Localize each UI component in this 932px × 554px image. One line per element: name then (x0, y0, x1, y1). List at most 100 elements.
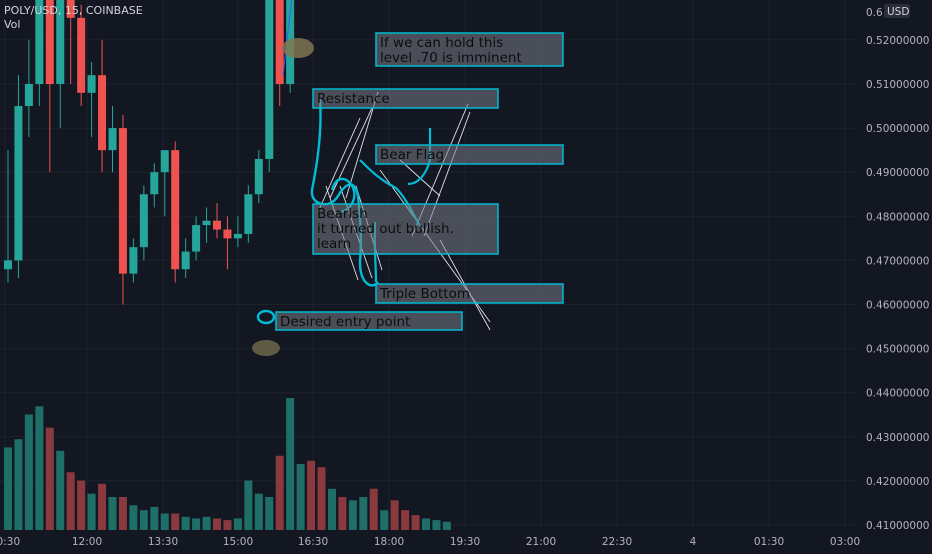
hand-drawn-pattern (310, 97, 379, 287)
candle-body (35, 0, 44, 84)
price-tick-label: 0.47000000 (866, 255, 929, 267)
volume-bar (14, 439, 23, 530)
currency-badge (884, 4, 910, 18)
candle-body (171, 150, 180, 270)
volume-bar (4, 447, 12, 530)
volume-bar (98, 483, 107, 530)
volume-bar (192, 518, 201, 530)
time-tick-label: 19:30 (450, 536, 480, 548)
candle-body (265, 0, 274, 159)
price-tick-label: 0.45000000 (866, 344, 929, 356)
volume-bar (66, 472, 75, 530)
annotation-box (375, 32, 564, 67)
candle-body (213, 220, 221, 230)
volume-bar (233, 518, 242, 530)
volume-bar (286, 398, 295, 530)
volume-bar (401, 510, 410, 530)
candle-body (254, 158, 263, 195)
volume-bar (213, 518, 221, 530)
volume-bar (181, 516, 190, 530)
fan-line (345, 91, 379, 199)
price-tick-label-partial: 0.6 (866, 7, 883, 19)
time-tick-label: 12:00 (72, 536, 102, 548)
volume-bars (4, 398, 451, 530)
volume-bar (432, 520, 441, 530)
candle-body (98, 75, 107, 151)
volume-bar (56, 450, 65, 530)
annotation-box (312, 203, 499, 255)
volume-bar (265, 497, 274, 530)
volume-bar (244, 480, 253, 530)
time-tick-label: 4 (690, 536, 697, 548)
price-tick-label: 0.49000000 (866, 167, 929, 179)
volume-bar (171, 513, 180, 530)
volume-bar (150, 506, 159, 530)
candle-body (24, 84, 33, 107)
price-tick-label: 0.44000000 (866, 388, 929, 400)
time-tick-label: 16:30 (298, 536, 328, 548)
volume-bar (223, 520, 232, 530)
price-tick-label: 0.41000000 (866, 520, 929, 532)
time-tick-label: 01:30 (754, 536, 784, 548)
trend-line (282, 0, 293, 76)
annotation-text: it turned out bullish. (317, 221, 454, 237)
price-tick-label: 0.46000000 (866, 300, 929, 312)
candle-body (150, 172, 159, 195)
annotation-1: Resistance (312, 88, 499, 109)
volume-bar (254, 493, 263, 530)
time-tick-label: 03:00 (830, 536, 860, 548)
volume-bar (442, 521, 451, 530)
volume-bar (327, 488, 336, 530)
candle-body (4, 260, 12, 270)
annotation-text: Resistance (317, 91, 390, 107)
volume-bar (24, 414, 33, 530)
candle-body (87, 75, 96, 93)
candle-body (181, 251, 190, 270)
volume-bar (77, 480, 86, 530)
chart-header: POLY/USD, 15, COINBASE Vol (4, 4, 143, 32)
candle-body (223, 229, 232, 239)
annotation-2: Bear Flag (375, 144, 564, 165)
volume-bar (411, 515, 420, 530)
annotation-text: Bear Flag (380, 147, 444, 163)
price-tick-label: 0.42000000 (866, 476, 929, 488)
volume-bar (317, 467, 326, 530)
candle-body (202, 220, 211, 226)
symbol-title: POLY/USD, 15, COINBASE (4, 4, 143, 17)
volume-bar (348, 500, 357, 530)
candle-body (108, 128, 117, 151)
volume-bar (87, 493, 96, 530)
time-axis-bg (0, 530, 855, 550)
annotation-text: learn (317, 236, 351, 252)
fan-line (317, 117, 361, 213)
volume-bar (129, 505, 138, 530)
price-tick-label: 0.43000000 (866, 432, 929, 444)
volume-bar (369, 488, 378, 530)
price-tick-label: 0.53000000 (866, 0, 929, 3)
candle-body (118, 128, 127, 274)
volume-bar (359, 497, 368, 530)
annotation-4: Triple Bottom (375, 283, 564, 304)
annotation-5: Desired entry point (275, 311, 463, 331)
time-tick-label: 13:30 (148, 536, 178, 548)
annotation-text: Bearish (317, 206, 368, 222)
volume-label: Vol (4, 18, 21, 31)
annotation-box (312, 88, 499, 109)
volume-bar (160, 513, 169, 530)
time-axis: 10:30 12:00 13:30 15:00 16:30 18:00 19:30 21:00… (0, 530, 860, 550)
price-tick-label: 0.50000000 (866, 123, 929, 135)
time-tick-label: 18:00 (374, 536, 404, 548)
candle-body (129, 247, 138, 274)
candle-body (244, 194, 253, 234)
volume-bar (307, 460, 316, 530)
annotation-box (275, 311, 463, 331)
price-axis-bg (855, 0, 932, 550)
highlight-smudge (252, 340, 280, 356)
annotation-box (375, 144, 564, 165)
grid (0, 0, 855, 530)
highlight-smudge (282, 38, 314, 58)
time-tick-label: 15:00 (223, 536, 253, 548)
